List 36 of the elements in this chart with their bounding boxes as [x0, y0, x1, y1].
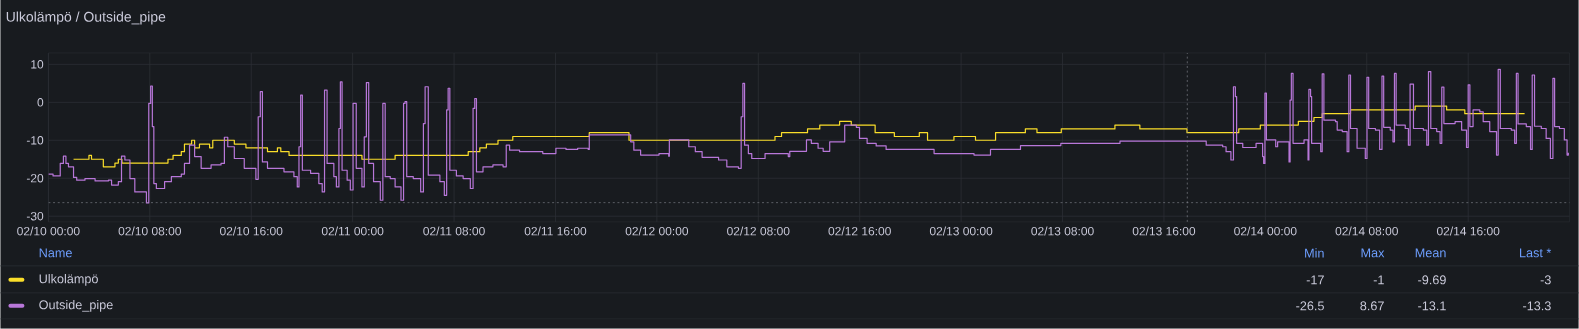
y-tick-label: 10 [31, 60, 44, 69]
x-tick-label: 02/14 00:00 [1234, 226, 1297, 236]
text: -17 [1306, 275, 1324, 285]
x-tick-label: 02/12 08:00 [727, 226, 790, 236]
legend-label: Ulkolämpö [39, 274, 98, 286]
text: -9.69 [1418, 275, 1446, 285]
x-tick-label: 02/13 16:00 [1132, 226, 1196, 236]
legend-label: Outside_pipe [39, 300, 113, 312]
text: Last * [1520, 248, 1552, 258]
y-tick-label: -20 [26, 174, 44, 183]
x-tick-label: 02/11 00:00 [321, 226, 384, 236]
text: -13.1 [1418, 301, 1446, 311]
text: Name [39, 248, 72, 258]
x-tick-label: 02/12 16:00 [828, 226, 891, 236]
text: -1 [1373, 275, 1384, 285]
x-tick-label: 02/12 00:00 [625, 226, 689, 236]
x-tick-label: 02/10 08:00 [118, 226, 182, 236]
x-tick-label: 02/11 08:00 [423, 226, 485, 236]
text: 8.67 [1360, 301, 1384, 311]
text: -26.5 [1296, 301, 1324, 311]
x-tick-label: 02/11 16:00 [524, 226, 587, 236]
y-tick-label: -10 [26, 136, 44, 145]
y-tick-label: 0 [37, 98, 44, 107]
x-tick-label: 02/14 08:00 [1335, 226, 1398, 236]
text: Max [1361, 248, 1385, 258]
text: -13.3 [1523, 301, 1551, 311]
x-tick-label: 02/10 00:00 [17, 226, 80, 236]
chart-title: Ulkolämpö / Outside_pipe [6, 11, 166, 25]
text: Mean [1415, 248, 1446, 258]
x-tick-label: 02/10 16:00 [220, 226, 283, 236]
x-tick-label: 02/13 08:00 [1031, 226, 1094, 236]
x-tick-label: 02/14 16:00 [1436, 226, 1500, 236]
text: -3 [1540, 275, 1551, 285]
y-tick-label: -30 [26, 212, 44, 221]
text: Min [1305, 248, 1324, 258]
x-tick-label: 02/13 00:00 [929, 226, 993, 236]
